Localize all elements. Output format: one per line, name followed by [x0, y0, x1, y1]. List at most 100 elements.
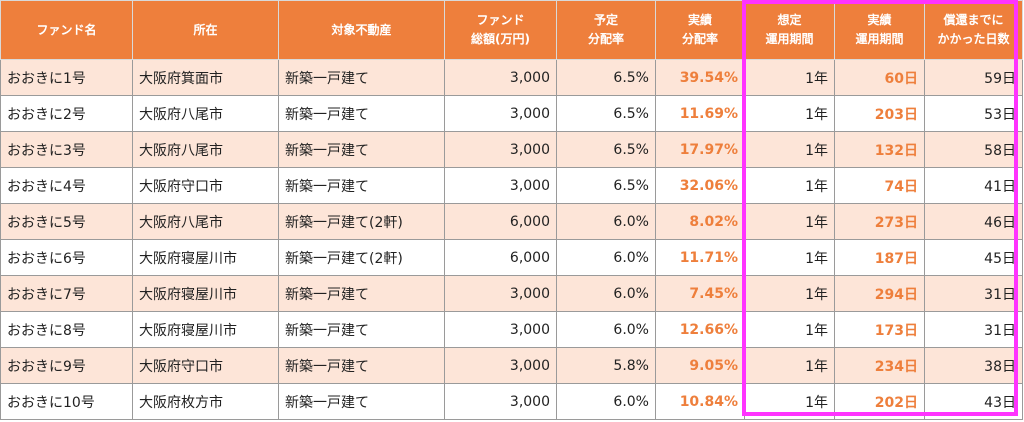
- cell-location: 大阪府八尾市: [132, 131, 279, 168]
- cell-actual-period: 203日: [834, 95, 925, 132]
- cell-planned-rate: 6.0%: [556, 311, 656, 348]
- cell-fund-name: おおきに7号: [0, 275, 133, 312]
- cell-actual-rate: 17.97%: [655, 131, 745, 168]
- cell-planned-period: 1年: [744, 167, 835, 204]
- cell-fund-name: おおきに4号: [0, 167, 133, 204]
- cell-planned-rate: 6.0%: [556, 383, 656, 420]
- cell-fund-total: 3,000: [444, 275, 557, 312]
- cell-property: 新築一戸建て(2軒): [278, 239, 445, 276]
- cell-days-to-redemption: 43日: [924, 383, 1023, 420]
- cell-fund-name: おおきに2号: [0, 95, 133, 132]
- cell-fund-total: 3,000: [444, 347, 557, 384]
- cell-actual-rate: 39.54%: [655, 59, 745, 96]
- cell-fund-name: おおきに10号: [0, 383, 133, 420]
- table-row: おおきに2号 大阪府八尾市 新築一戸建て 3,000 6.5% 11.69% 1年 203日 5…: [0, 95, 1023, 132]
- cell-actual-rate: 8.02%: [655, 203, 745, 240]
- header-fund-name: ファンド名: [0, 0, 133, 60]
- cell-days-to-redemption: 53日: [924, 95, 1023, 132]
- cell-property: 新築一戸建て: [278, 95, 445, 132]
- cell-planned-rate: 6.0%: [556, 275, 656, 312]
- cell-actual-rate: 9.05%: [655, 347, 745, 384]
- cell-planned-rate: 5.8%: [556, 347, 656, 384]
- cell-days-to-redemption: 31日: [924, 311, 1023, 348]
- cell-planned-period: 1年: [744, 203, 835, 240]
- cell-property: 新築一戸建て: [278, 167, 445, 204]
- cell-planned-rate: 6.0%: [556, 203, 656, 240]
- cell-fund-total: 3,000: [444, 383, 557, 420]
- cell-planned-rate: 6.5%: [556, 59, 656, 96]
- cell-planned-period: 1年: [744, 59, 835, 96]
- cell-location: 大阪府枚方市: [132, 383, 279, 420]
- cell-days-to-redemption: 38日: [924, 347, 1023, 384]
- header-location: 所在: [132, 0, 279, 60]
- header-actual-period: 実績 運用期間: [834, 0, 925, 60]
- cell-planned-period: 1年: [744, 383, 835, 420]
- cell-property: 新築一戸建て: [278, 59, 445, 96]
- cell-actual-rate: 12.66%: [655, 311, 745, 348]
- cell-fund-total: 3,000: [444, 131, 557, 168]
- table-row: おおきに10号 大阪府枚方市 新築一戸建て 3,000 6.0% 10.84% 1年 202日…: [0, 383, 1023, 420]
- cell-planned-rate: 6.0%: [556, 239, 656, 276]
- header-actual-rate: 実績 分配率: [655, 0, 745, 60]
- cell-fund-name: おおきに5号: [0, 203, 133, 240]
- table-row: おおきに6号 大阪府寝屋川市 新築一戸建て(2軒) 6,000 6.0% 11.71% 1年…: [0, 239, 1023, 276]
- cell-days-to-redemption: 59日: [924, 59, 1023, 96]
- cell-planned-rate: 6.5%: [556, 167, 656, 204]
- cell-actual-period: 234日: [834, 347, 925, 384]
- cell-planned-period: 1年: [744, 95, 835, 132]
- cell-actual-period: 173日: [834, 311, 925, 348]
- cell-planned-rate: 6.5%: [556, 95, 656, 132]
- cell-location: 大阪府八尾市: [132, 95, 279, 132]
- cell-actual-rate: 10.84%: [655, 383, 745, 420]
- cell-fund-total: 3,000: [444, 59, 557, 96]
- cell-fund-name: おおきに1号: [0, 59, 133, 96]
- header-days-to-redemption: 償還までに かかった日数: [924, 0, 1023, 60]
- cell-fund-total: 3,000: [444, 167, 557, 204]
- cell-location: 大阪府守口市: [132, 167, 279, 204]
- header-fund-total: ファンド 総額(万円): [444, 0, 557, 60]
- cell-fund-total: 3,000: [444, 95, 557, 132]
- table-row: おおきに7号 大阪府寝屋川市 新築一戸建て 3,000 6.0% 7.45% 1年 294日 3…: [0, 275, 1023, 312]
- cell-actual-period: 132日: [834, 131, 925, 168]
- cell-actual-period: 294日: [834, 275, 925, 312]
- table-row: おおきに3号 大阪府八尾市 新築一戸建て 3,000 6.5% 17.97% 1年 132日 5…: [0, 131, 1023, 168]
- cell-days-to-redemption: 46日: [924, 203, 1023, 240]
- cell-fund-name: おおきに9号: [0, 347, 133, 384]
- cell-days-to-redemption: 45日: [924, 239, 1023, 276]
- cell-planned-period: 1年: [744, 131, 835, 168]
- cell-location: 大阪府寝屋川市: [132, 311, 279, 348]
- table-row: おおきに9号 大阪府守口市 新築一戸建て 3,000 5.8% 9.05% 1年 234日 38…: [0, 347, 1023, 384]
- cell-actual-rate: 11.69%: [655, 95, 745, 132]
- cell-actual-rate: 7.45%: [655, 275, 745, 312]
- cell-fund-total: 6,000: [444, 239, 557, 276]
- cell-actual-rate: 11.71%: [655, 239, 745, 276]
- header-property: 対象不動産: [278, 0, 445, 60]
- cell-planned-period: 1年: [744, 311, 835, 348]
- cell-fund-name: おおきに8号: [0, 311, 133, 348]
- cell-planned-period: 1年: [744, 347, 835, 384]
- cell-planned-period: 1年: [744, 239, 835, 276]
- cell-days-to-redemption: 41日: [924, 167, 1023, 204]
- cell-actual-period: 273日: [834, 203, 925, 240]
- table-row: おおきに4号 大阪府守口市 新築一戸建て 3,000 6.5% 32.06% 1年 74日 41…: [0, 167, 1023, 204]
- cell-property: 新築一戸建て: [278, 131, 445, 168]
- cell-property: 新築一戸建て: [278, 383, 445, 420]
- cell-property: 新築一戸建て: [278, 275, 445, 312]
- cell-location: 大阪府八尾市: [132, 203, 279, 240]
- table-header-row: ファンド名 所在 対象不動産 ファンド 総額(万円) 予定 分配率 実績 分配率…: [0, 0, 1023, 60]
- header-planned-period: 想定 運用期間: [744, 0, 835, 60]
- cell-location: 大阪府寝屋川市: [132, 239, 279, 276]
- cell-property: 新築一戸建て(2軒): [278, 203, 445, 240]
- cell-fund-name: おおきに3号: [0, 131, 133, 168]
- cell-fund-total: 6,000: [444, 203, 557, 240]
- cell-planned-period: 1年: [744, 275, 835, 312]
- cell-planned-rate: 6.5%: [556, 131, 656, 168]
- table-row: おおきに5号 大阪府八尾市 新築一戸建て(2軒) 6,000 6.0% 8.02% 1年 27…: [0, 203, 1023, 240]
- table-row: おおきに8号 大阪府寝屋川市 新築一戸建て 3,000 6.0% 12.66% 1年 173日…: [0, 311, 1023, 348]
- cell-actual-rate: 32.06%: [655, 167, 745, 204]
- cell-location: 大阪府守口市: [132, 347, 279, 384]
- cell-actual-period: 202日: [834, 383, 925, 420]
- cell-location: 大阪府箕面市: [132, 59, 279, 96]
- cell-actual-period: 60日: [834, 59, 925, 96]
